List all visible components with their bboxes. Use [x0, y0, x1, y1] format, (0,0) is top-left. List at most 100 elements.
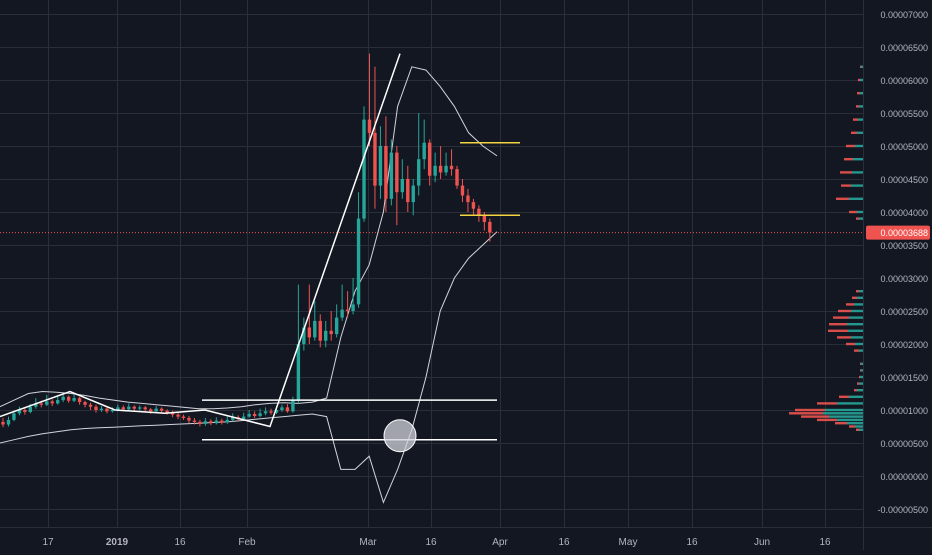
candle-body[interactable] [296, 344, 301, 401]
candle-body[interactable] [329, 330, 333, 335]
candle-body[interactable] [34, 403, 38, 407]
candlestick-series[interactable] [1, 53, 492, 428]
candle-body[interactable] [148, 409, 153, 412]
candle-body[interactable] [121, 407, 126, 410]
drawing-annotations[interactable] [0, 53, 520, 453]
y-axis[interactable]: 0.00007000 0.00006500 0.00006000 0.00005500… [863, 0, 931, 550]
candle-body[interactable] [482, 215, 487, 222]
candle-body[interactable] [176, 414, 180, 417]
candle-body[interactable] [373, 132, 377, 186]
candle-body[interactable] [61, 396, 65, 401]
candle-body[interactable] [406, 179, 410, 203]
candle-body[interactable] [324, 330, 328, 341]
candle-body[interactable] [455, 169, 459, 186]
volume-profile-bar-up [859, 105, 863, 108]
candle-body[interactable] [400, 179, 405, 193]
candle-body[interactable] [154, 408, 158, 412]
candle-body[interactable] [367, 119, 372, 133]
volume-profile-bar-up [857, 296, 863, 299]
candle-body[interactable] [72, 398, 76, 401]
candle-body[interactable] [187, 417, 191, 421]
candle-body[interactable] [449, 165, 454, 170]
candle-body[interactable] [247, 413, 251, 417]
candle-body[interactable] [198, 421, 202, 424]
candle-body[interactable] [138, 407, 142, 409]
candle-body[interactable] [110, 410, 115, 412]
x-axis[interactable]: 17 2019 16 Feb Mar 16 Apr 16 May 16 Jun 16 [0, 527, 932, 549]
candle-body[interactable] [143, 407, 147, 410]
candle-body[interactable] [56, 400, 60, 404]
candle-body[interactable] [225, 419, 229, 423]
candle-body[interactable] [302, 327, 306, 345]
candle-body[interactable] [269, 411, 273, 413]
candle-body[interactable] [83, 402, 87, 405]
candle-body[interactable] [231, 417, 235, 420]
candle-body[interactable] [12, 413, 16, 420]
candle-body[interactable] [351, 304, 355, 311]
candle-body[interactable] [422, 142, 426, 160]
candle-body[interactable] [159, 408, 164, 411]
candle-body[interactable] [395, 152, 399, 193]
candle-body[interactable] [28, 406, 33, 412]
y-axis-tick-label: 0.00002500 [880, 307, 928, 317]
candle-body[interactable] [460, 185, 465, 196]
candle-body[interactable] [99, 408, 104, 410]
candle-body[interactable] [94, 406, 98, 410]
candle-body[interactable] [132, 406, 136, 409]
candle-body[interactable] [1, 421, 5, 425]
candle-body[interactable] [23, 410, 27, 412]
candle-body[interactable] [77, 398, 82, 403]
candle-body[interactable] [203, 421, 208, 424]
candle-body[interactable] [313, 320, 317, 338]
candle-body[interactable] [241, 416, 246, 420]
candle-body[interactable] [181, 416, 186, 418]
candle-body[interactable] [39, 403, 43, 405]
candle-body[interactable] [471, 202, 476, 209]
candle-body[interactable] [165, 410, 169, 413]
candle-body[interactable] [280, 407, 284, 410]
candle-body[interactable] [170, 412, 175, 415]
candle-body[interactable] [285, 407, 290, 412]
candle-body[interactable] [127, 406, 131, 410]
candle-body[interactable] [88, 404, 93, 407]
candle-body[interactable] [291, 400, 295, 412]
candle-body[interactable] [417, 159, 421, 186]
candle-body[interactable] [378, 146, 383, 186]
candle-body[interactable] [209, 421, 213, 424]
peak-circle-marker[interactable] [383, 419, 417, 453]
candle-body[interactable] [345, 309, 350, 311]
candle-body[interactable] [334, 317, 339, 335]
candle-body[interactable] [466, 195, 470, 203]
candle-body[interactable] [307, 327, 312, 338]
trend-line-drawing[interactable] [0, 53, 401, 428]
candle-body[interactable] [6, 419, 11, 425]
candle-body[interactable] [340, 309, 344, 318]
candle-body[interactable] [220, 420, 224, 423]
candle-body[interactable] [318, 320, 322, 341]
candle-body[interactable] [477, 208, 481, 216]
candle-body[interactable] [252, 413, 257, 416]
candle-body[interactable] [105, 408, 109, 412]
candle-body[interactable] [263, 411, 268, 414]
candle-body[interactable] [274, 410, 279, 413]
candle-body[interactable] [427, 142, 432, 176]
candle-body[interactable] [45, 401, 49, 405]
candle-body[interactable] [384, 146, 388, 199]
candle-body[interactable] [258, 413, 262, 416]
candle-body[interactable] [17, 410, 22, 414]
candle-body[interactable] [362, 119, 366, 219]
candle-body[interactable] [50, 401, 54, 404]
candle-body[interactable] [488, 221, 492, 233]
candle-body[interactable] [438, 165, 443, 173]
candle-body[interactable] [192, 420, 197, 422]
candle-body[interactable] [389, 152, 394, 199]
candle-body[interactable] [214, 420, 219, 424]
candle-body[interactable] [444, 165, 448, 173]
candle-body[interactable] [433, 165, 437, 176]
candle-body[interactable] [66, 396, 71, 401]
candle-body[interactable] [356, 218, 361, 305]
candle-body[interactable] [411, 185, 415, 203]
candle-body[interactable] [116, 407, 120, 410]
